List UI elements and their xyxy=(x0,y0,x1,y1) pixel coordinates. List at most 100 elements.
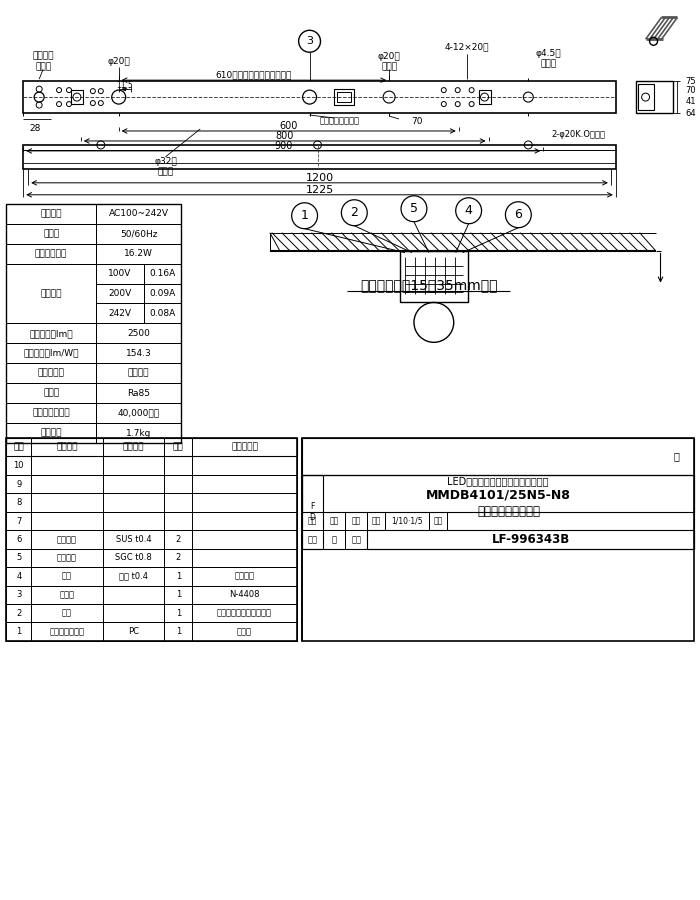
Bar xyxy=(302,475,694,549)
Bar xyxy=(144,284,181,303)
Bar xyxy=(6,323,96,343)
Text: 定格電圧: 定格電圧 xyxy=(41,209,62,218)
Text: 1: 1 xyxy=(176,590,181,599)
Text: 200V: 200V xyxy=(108,289,132,298)
Text: 2: 2 xyxy=(176,554,181,562)
Text: 端子台: 端子台 xyxy=(60,590,74,599)
Bar xyxy=(6,203,96,224)
Bar xyxy=(6,203,181,443)
Text: 電源プラグ取付穴: 電源プラグ取付穴 xyxy=(319,116,359,125)
Bar xyxy=(144,264,181,284)
Text: 1: 1 xyxy=(176,572,181,580)
Text: 白色塗装: 白色塗装 xyxy=(234,572,255,580)
Text: 3: 3 xyxy=(306,36,313,46)
Bar xyxy=(6,512,297,530)
Text: 取付金具: 取付金具 xyxy=(57,554,77,562)
Bar xyxy=(302,438,694,641)
Bar xyxy=(302,475,323,549)
Bar xyxy=(6,623,297,641)
Text: 11.5: 11.5 xyxy=(116,81,133,90)
Bar xyxy=(6,475,297,493)
Text: ボルト出代：15～35mm以下: ボルト出代：15～35mm以下 xyxy=(360,278,498,293)
Text: 周波数: 周波数 xyxy=(43,230,60,238)
Text: 検図: 検図 xyxy=(330,517,339,526)
Text: ー: ー xyxy=(332,535,337,544)
Circle shape xyxy=(342,200,368,226)
Text: 0.09A: 0.09A xyxy=(149,289,176,298)
Bar xyxy=(385,512,429,530)
Bar xyxy=(144,303,181,323)
Circle shape xyxy=(456,198,482,224)
Text: 定格光束（lm）: 定格光束（lm） xyxy=(29,328,73,338)
Bar xyxy=(6,586,297,604)
Text: 2500: 2500 xyxy=(127,328,150,338)
Text: 番号: 番号 xyxy=(13,443,24,452)
Text: LED一体型ベース照明（トラフ形）: LED一体型ベース照明（トラフ形） xyxy=(447,476,549,486)
Text: SGC t0.8: SGC t0.8 xyxy=(116,554,152,562)
Bar xyxy=(96,403,181,423)
Text: 75: 75 xyxy=(685,76,696,86)
Bar xyxy=(302,475,694,512)
Bar xyxy=(96,364,181,383)
Text: 本体: 本体 xyxy=(62,572,72,580)
Text: 900: 900 xyxy=(274,141,293,151)
Text: 50/60Hz: 50/60Hz xyxy=(120,230,158,238)
Circle shape xyxy=(299,31,321,52)
Text: φ32穴
電源用: φ32穴 電源用 xyxy=(154,158,177,176)
Text: 2: 2 xyxy=(16,608,22,617)
Bar xyxy=(323,512,345,530)
Text: 1: 1 xyxy=(16,627,22,636)
Text: 固定出力: 固定出力 xyxy=(128,369,149,378)
Bar xyxy=(638,84,654,110)
Bar xyxy=(345,512,368,530)
Bar xyxy=(479,90,491,104)
Text: 1225: 1225 xyxy=(305,184,334,194)
Bar xyxy=(71,90,83,104)
Text: 5: 5 xyxy=(16,554,22,562)
Text: モジュール寿命: モジュール寿命 xyxy=(32,409,70,418)
Text: 株式会社ホタルクス: 株式会社ホタルクス xyxy=(477,505,540,518)
Text: 70: 70 xyxy=(411,116,423,125)
Text: 242V: 242V xyxy=(108,309,131,318)
Text: 消費効率（lm/W）: 消費効率（lm/W） xyxy=(23,349,79,358)
Bar xyxy=(96,264,144,284)
Bar xyxy=(96,284,144,303)
Text: 2: 2 xyxy=(176,535,181,544)
Text: 6: 6 xyxy=(514,208,522,221)
Bar xyxy=(429,512,447,530)
Bar xyxy=(96,383,181,403)
Text: 0.08A: 0.08A xyxy=(149,309,176,318)
Text: Ra85: Ra85 xyxy=(127,389,150,398)
Bar xyxy=(6,423,96,443)
Text: 10: 10 xyxy=(13,461,24,470)
Text: 3: 3 xyxy=(16,590,22,599)
Text: AC100~242V: AC100~242V xyxy=(108,209,169,218)
Bar xyxy=(23,145,616,169)
Text: 電源: 電源 xyxy=(62,608,72,617)
Text: 1/10·1/5: 1/10·1/5 xyxy=(391,517,423,526)
Text: 9: 9 xyxy=(16,480,22,489)
Bar xyxy=(6,264,96,323)
Text: 64: 64 xyxy=(685,109,696,118)
Text: 2: 2 xyxy=(351,206,358,220)
Text: 数量: 数量 xyxy=(173,443,183,452)
Text: 1: 1 xyxy=(301,209,309,222)
Text: 4-12×20穴: 4-12×20穴 xyxy=(444,42,489,51)
Text: φ4.5穴
取付用: φ4.5穴 取付用 xyxy=(536,49,561,68)
Text: N-4408: N-4408 xyxy=(229,590,260,599)
Bar xyxy=(6,438,297,641)
Text: 5: 5 xyxy=(410,202,418,215)
Bar xyxy=(6,343,96,364)
Bar xyxy=(96,224,181,244)
Text: 610（吊下チェーン取付穴）: 610（吊下チェーン取付穴） xyxy=(216,71,292,80)
Text: 1.7kg: 1.7kg xyxy=(126,428,151,437)
Text: 4: 4 xyxy=(16,572,22,580)
Text: φ20穴: φ20穴 xyxy=(107,57,130,66)
Text: 2-φ20K.O電源用: 2-φ20K.O電源用 xyxy=(551,130,605,140)
Text: 定格消費電力: 定格消費電力 xyxy=(35,249,67,258)
Circle shape xyxy=(401,196,427,221)
Text: 16.2W: 16.2W xyxy=(124,249,153,258)
Text: 器具質量: 器具質量 xyxy=(41,428,62,437)
Text: 600: 600 xyxy=(279,121,298,131)
Bar xyxy=(96,203,181,224)
